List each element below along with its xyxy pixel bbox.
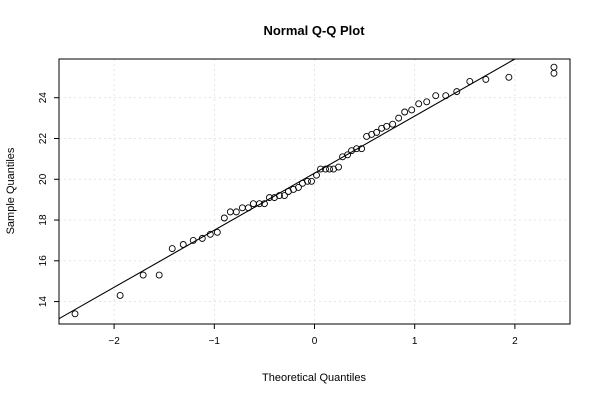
qq-point [317,165,324,173]
qq-point [505,73,513,81]
y-tick-label: 24 [38,92,49,104]
y-tick-label: 18 [38,214,49,226]
y-axis-label: Sample Quantiles [5,147,17,234]
qq-point [213,228,221,236]
qq-point [389,120,397,128]
x-tick-label: −1 [209,336,221,347]
qq-point [344,151,352,159]
qq-point [232,208,240,216]
x-tick-label: 2 [512,336,518,347]
qq-point [260,200,268,208]
qq-point [408,106,416,114]
y-axis: 14 16 18 20 22 24 [38,92,59,307]
qq-point [453,88,461,96]
qq-point [442,92,450,100]
qq-point [401,108,409,116]
qq-point [244,204,252,212]
qq-point [189,236,197,244]
qq-point [353,145,361,153]
qq-point [220,214,228,222]
qq-point [179,241,187,248]
qq-point [139,271,147,279]
qq-point [71,310,79,318]
qq-point [198,234,206,242]
x-tick-label: −2 [108,336,120,347]
qq-point [168,245,176,253]
y-tick-label: 20 [38,173,49,185]
x-tick-label: 1 [412,336,418,347]
qq-point [326,165,333,173]
qq-point [265,194,273,202]
qq-point [155,271,163,279]
qq-point [423,98,431,106]
qq-point [308,177,315,185]
qq-point [275,192,283,200]
x-tick-label: 0 [312,336,318,347]
qq-point [322,165,329,173]
qq-point [335,163,342,171]
y-tick-label: 16 [38,255,49,267]
grid-lines [59,59,570,324]
qq-point [116,292,124,299]
qq-point [550,69,558,77]
qq-point [226,208,234,216]
qq-point [550,63,558,71]
qq-point [280,192,288,200]
x-axis-label: Theoretical Quantiles [262,372,366,384]
chart-title: Normal Q-Q Plot [263,23,365,38]
qq-point [206,230,214,238]
data-points [71,63,558,318]
qq-point [466,77,474,85]
qq-point [482,75,490,83]
qq-point [304,177,311,185]
qq-point [432,92,440,100]
x-axis: −2 −1 0 1 2 [108,324,518,347]
qq-point [255,200,263,208]
qq-point [373,128,381,136]
y-tick-label: 14 [38,296,49,308]
qq-point [383,122,391,130]
qq-point [313,171,320,179]
y-tick-label: 22 [38,133,49,145]
qq-point [249,200,257,208]
qq-point [395,114,403,122]
qq-point [358,145,366,153]
qq-point [295,183,302,191]
qq-point [415,100,423,108]
qq-point [238,204,246,212]
